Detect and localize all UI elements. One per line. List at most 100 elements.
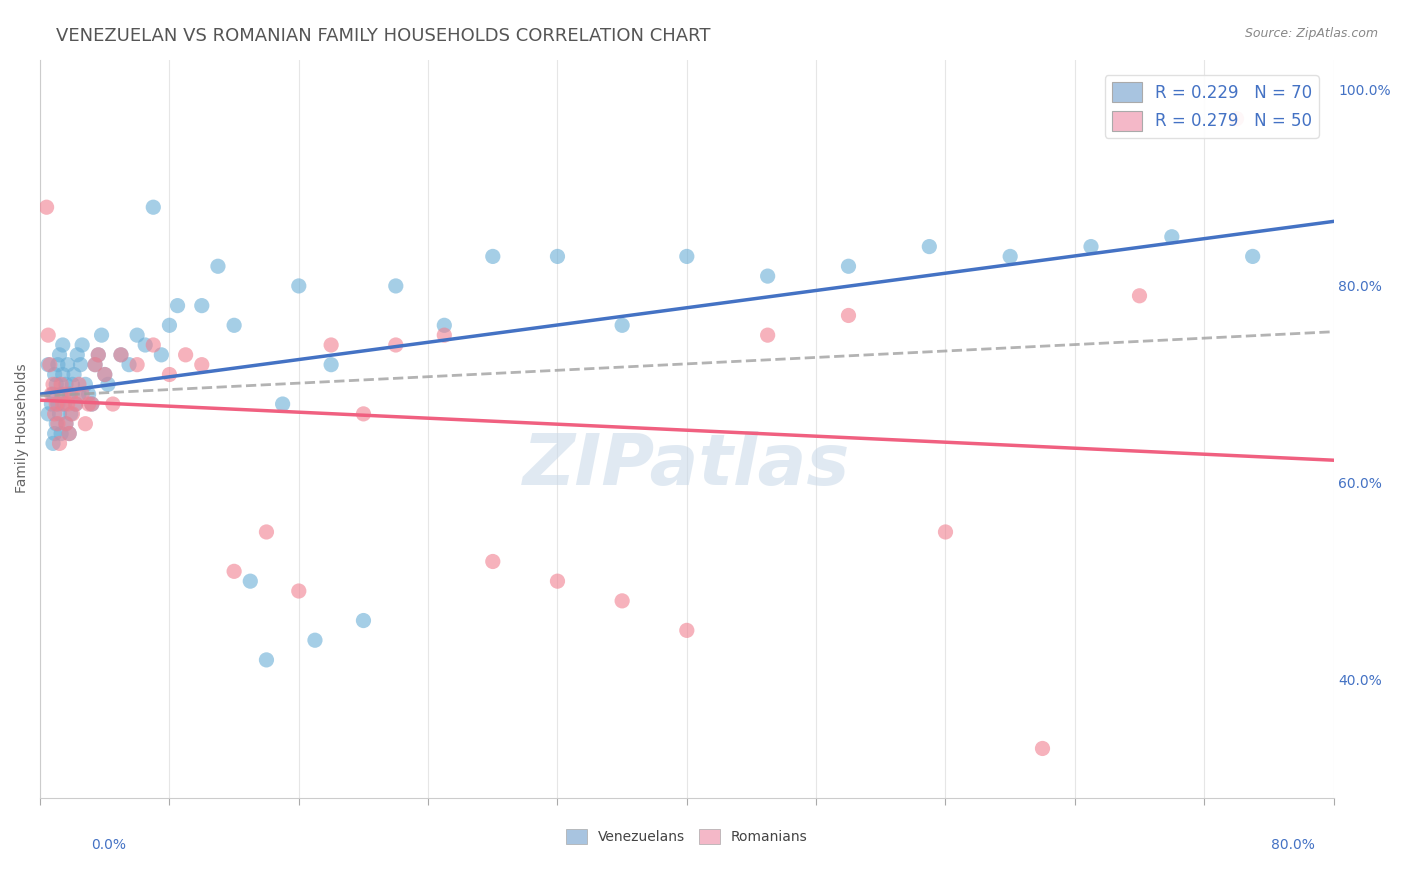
Point — [256, 524, 278, 539]
Point — [45, 397, 67, 411]
Point — [224, 318, 246, 333]
Point — [675, 249, 697, 263]
Point — [59, 407, 82, 421]
Point — [62, 377, 84, 392]
Point — [191, 299, 214, 313]
Point — [67, 377, 90, 392]
Point — [45, 377, 67, 392]
Point — [1160, 229, 1182, 244]
Point — [837, 259, 859, 273]
Point — [385, 338, 408, 352]
Point — [353, 407, 375, 421]
Text: VENEZUELAN VS ROMANIAN FAMILY HOUSEHOLDS CORRELATION CHART: VENEZUELAN VS ROMANIAN FAMILY HOUSEHOLDS… — [56, 27, 711, 45]
Point — [101, 397, 124, 411]
Point — [94, 368, 117, 382]
Point — [433, 328, 456, 343]
Point — [224, 565, 246, 579]
Point — [80, 397, 103, 411]
Point — [58, 426, 80, 441]
Point — [837, 309, 859, 323]
Point — [56, 358, 79, 372]
Point — [67, 387, 90, 401]
Point — [46, 417, 69, 431]
Text: 80.0%: 80.0% — [1271, 838, 1315, 852]
Point — [75, 417, 97, 431]
Point — [207, 259, 229, 273]
Point — [70, 387, 93, 401]
Point — [44, 426, 66, 441]
Point — [1241, 249, 1264, 263]
Point — [481, 249, 503, 263]
Point — [44, 407, 66, 421]
Point — [288, 584, 311, 599]
Point — [49, 426, 72, 441]
Point — [87, 348, 110, 362]
Point — [55, 417, 77, 431]
Point — [55, 417, 77, 431]
Point — [41, 397, 63, 411]
Point — [142, 338, 165, 352]
Point — [84, 358, 107, 372]
Point — [546, 574, 568, 589]
Point — [159, 368, 181, 382]
Point — [756, 328, 779, 343]
Point — [53, 387, 76, 401]
Text: Source: ZipAtlas.com: Source: ZipAtlas.com — [1244, 27, 1378, 40]
Point — [48, 436, 70, 450]
Point — [37, 358, 59, 372]
Point — [256, 653, 278, 667]
Point — [65, 397, 87, 411]
Point — [70, 338, 93, 352]
Point — [1128, 289, 1150, 303]
Point — [41, 387, 63, 401]
Point — [52, 397, 75, 411]
Point — [1080, 239, 1102, 253]
Point — [46, 358, 69, 372]
Point — [62, 407, 84, 421]
Point — [150, 348, 173, 362]
Point — [48, 348, 70, 362]
Point — [918, 239, 941, 253]
Point — [110, 348, 132, 362]
Y-axis label: Family Households: Family Households — [15, 364, 30, 493]
Point — [58, 426, 80, 441]
Point — [288, 279, 311, 293]
Point — [52, 338, 75, 352]
Point — [65, 397, 87, 411]
Point — [191, 358, 214, 372]
Point — [42, 436, 65, 450]
Point — [55, 377, 77, 392]
Point — [118, 358, 141, 372]
Point — [49, 377, 72, 392]
Point — [110, 348, 132, 362]
Point — [1031, 741, 1053, 756]
Point — [321, 358, 343, 372]
Point — [304, 633, 326, 648]
Point — [239, 574, 262, 589]
Point — [35, 200, 58, 214]
Point — [174, 348, 197, 362]
Point — [97, 377, 120, 392]
Point — [1225, 112, 1247, 126]
Point — [142, 200, 165, 214]
Point — [38, 358, 60, 372]
Point — [59, 387, 82, 401]
Point — [998, 249, 1021, 263]
Point — [94, 368, 117, 382]
Point — [77, 397, 100, 411]
Point — [53, 397, 76, 411]
Point — [63, 368, 86, 382]
Point — [433, 318, 456, 333]
Point — [69, 358, 91, 372]
Point — [75, 377, 97, 392]
Point — [271, 397, 294, 411]
Point — [42, 377, 65, 392]
Point — [49, 387, 72, 401]
Point — [66, 348, 89, 362]
Point — [42, 387, 65, 401]
Point — [45, 417, 67, 431]
Point — [166, 299, 188, 313]
Point — [546, 249, 568, 263]
Point — [127, 328, 149, 343]
Point — [87, 348, 110, 362]
